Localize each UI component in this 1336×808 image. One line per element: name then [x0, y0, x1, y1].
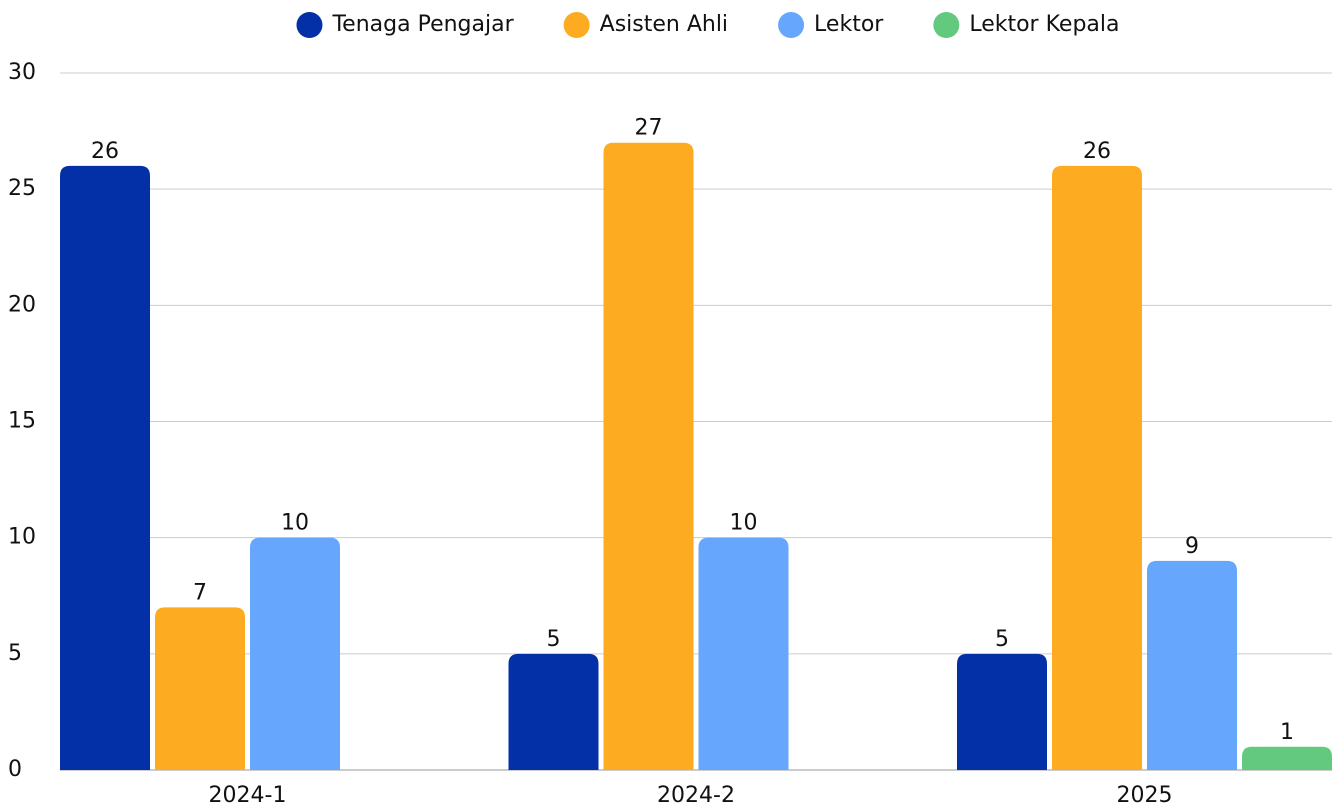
data-label: 9	[1185, 534, 1199, 559]
y-tick-label: 15	[8, 409, 36, 434]
y-tick-label: 25	[8, 176, 36, 201]
x-tick-label: 2025	[1117, 783, 1173, 808]
legend-marker	[296, 12, 323, 38]
y-tick-label: 10	[8, 525, 36, 550]
legend-label: Asisten Ahli	[600, 12, 728, 37]
bar	[1052, 165, 1142, 770]
legend-label: Tenaga Pengajar	[331, 12, 514, 37]
y-tick-label: 30	[8, 60, 36, 85]
y-tick-label: 0	[8, 757, 22, 782]
data-label: 26	[91, 139, 119, 164]
bar	[155, 607, 245, 770]
bar	[60, 165, 150, 770]
legend-label: Lektor	[814, 12, 884, 37]
legend-marker	[933, 12, 960, 38]
data-label: 5	[547, 627, 561, 652]
bar	[603, 142, 694, 770]
data-label: 10	[281, 511, 309, 536]
data-label: 27	[635, 116, 663, 141]
bar	[1242, 746, 1332, 770]
data-label: 1	[1280, 720, 1294, 745]
x-tick-label: 2024-2	[657, 783, 735, 808]
data-label: 5	[995, 627, 1009, 652]
bar	[250, 537, 340, 770]
y-tick-label: 5	[8, 641, 22, 666]
bar	[508, 653, 599, 770]
data-label: 7	[193, 580, 207, 605]
legend-label: Lektor Kepala	[969, 12, 1119, 37]
bar	[698, 537, 789, 770]
y-tick-label: 20	[8, 292, 36, 317]
x-tick-label: 2024-1	[209, 783, 287, 808]
data-label: 26	[1083, 139, 1111, 164]
bar	[1147, 560, 1237, 770]
data-label: 10	[730, 511, 758, 536]
legend-marker	[563, 12, 590, 38]
legend-marker	[778, 12, 805, 38]
bar	[957, 653, 1047, 770]
